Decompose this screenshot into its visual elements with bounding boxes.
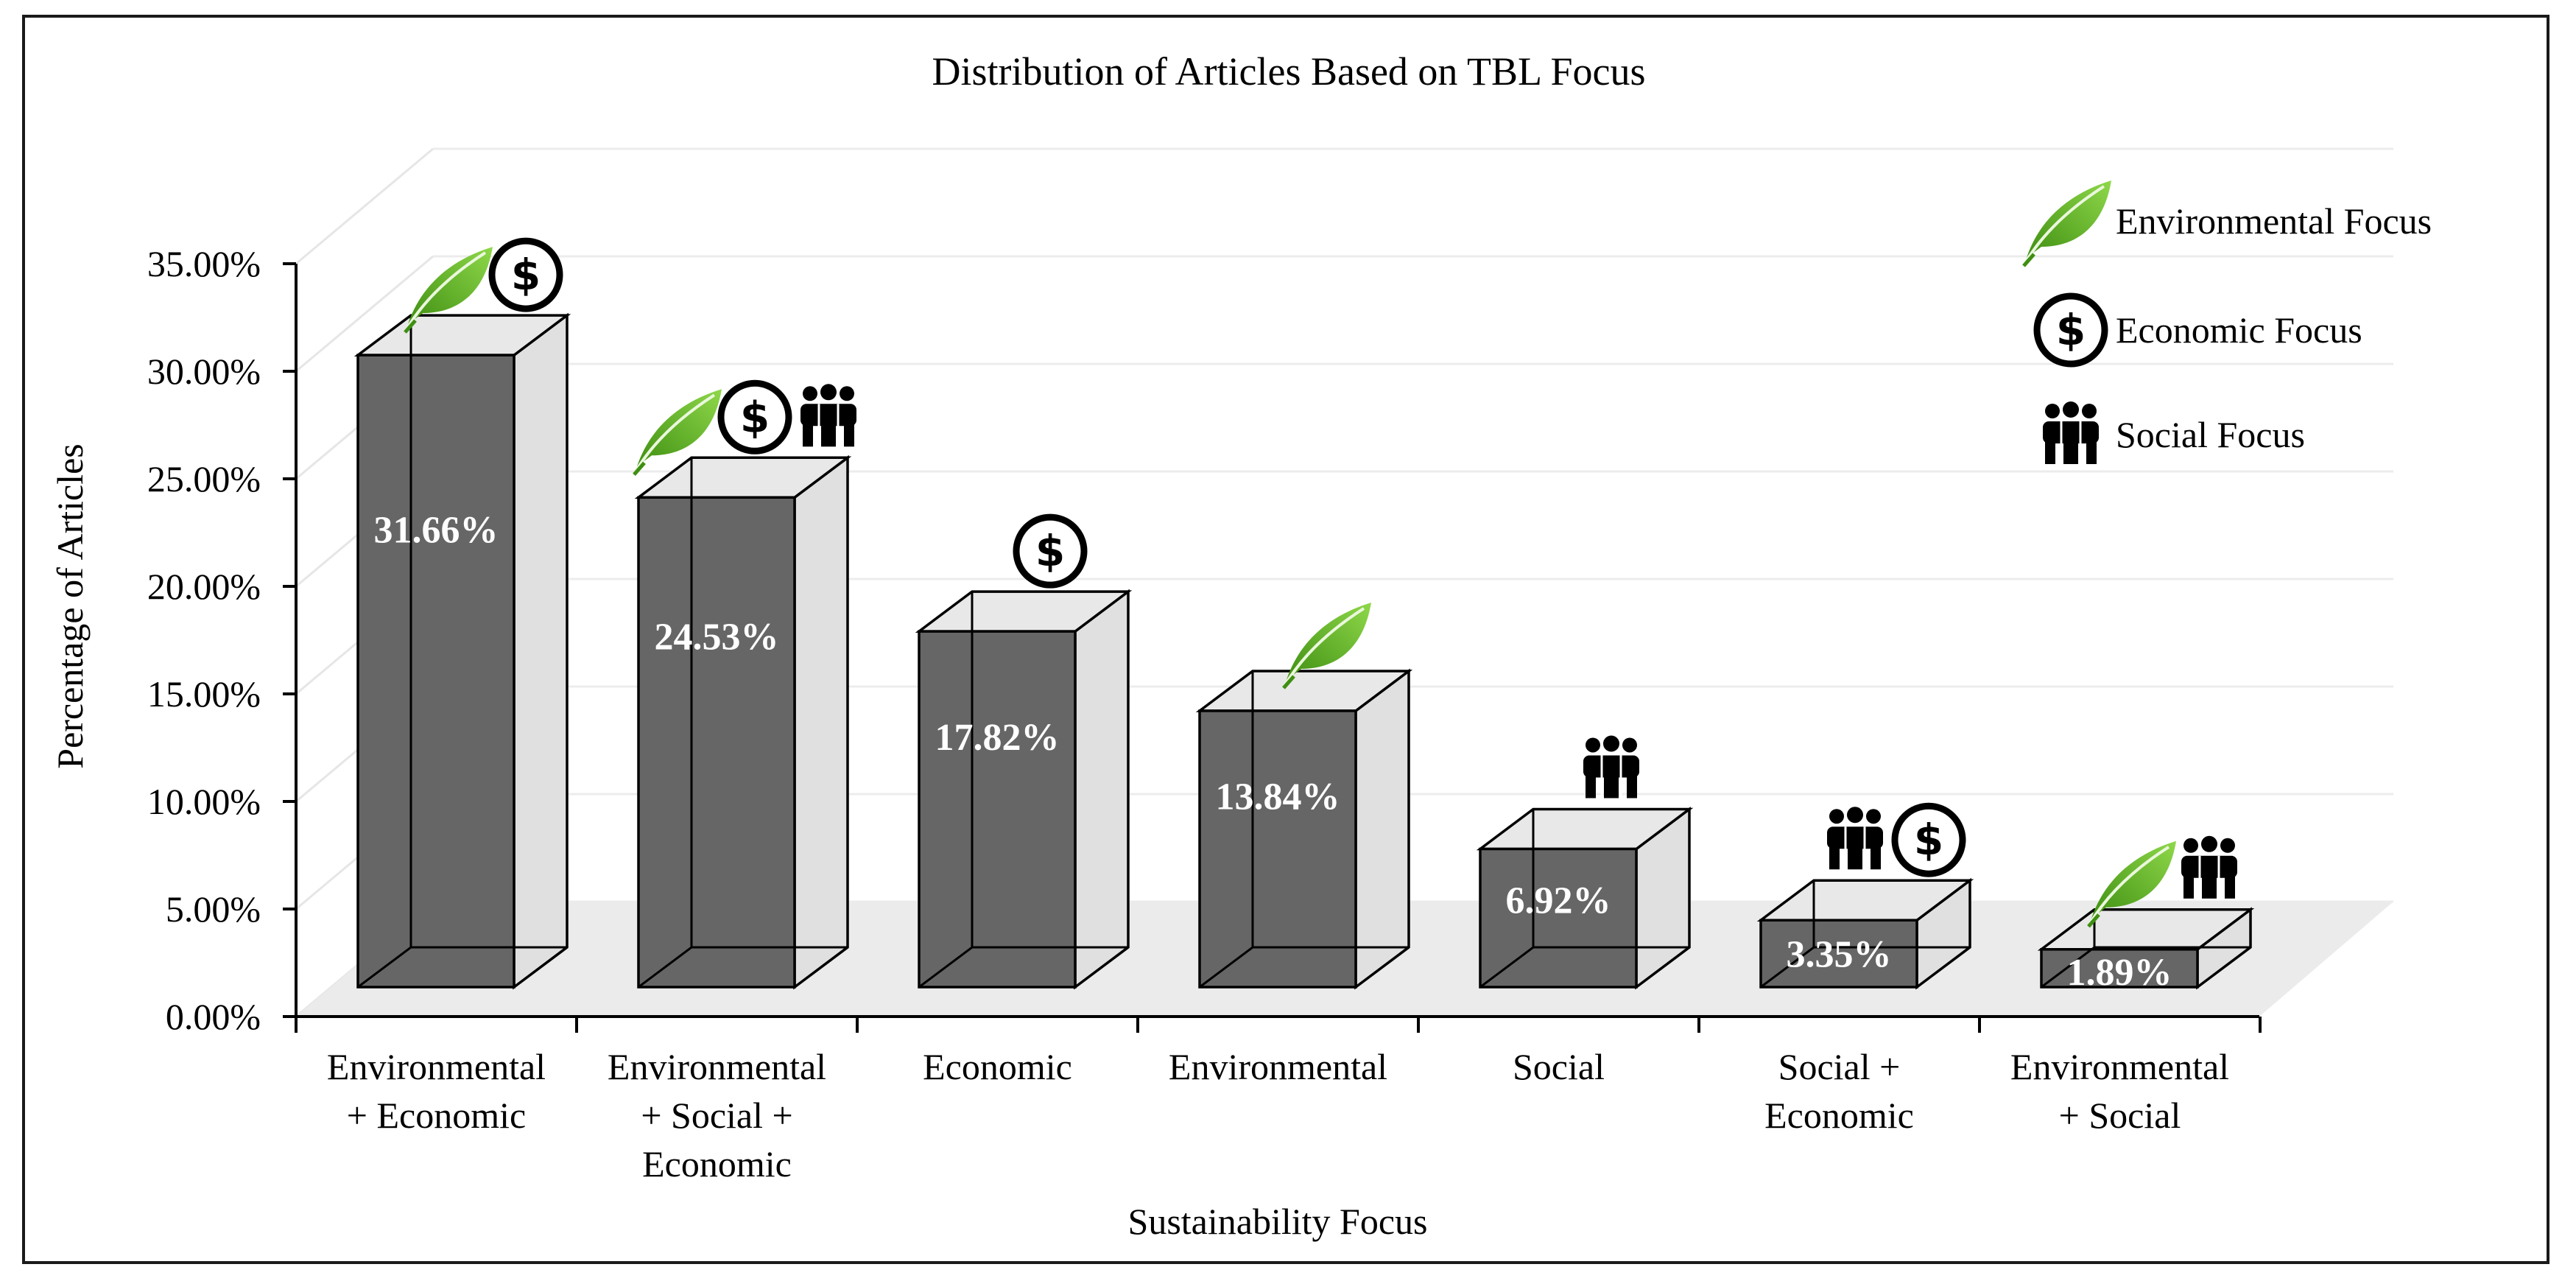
- x-axis-label: Sustainability Focus: [1128, 1201, 1428, 1242]
- category-label: Social + Economic: [1764, 1046, 1914, 1136]
- dollar-icon: [2037, 296, 2105, 364]
- bar: [1479, 847, 1638, 989]
- y-tick-label: 20.00%: [147, 566, 261, 607]
- bar-group: 17.82%: [915, 517, 1133, 990]
- bar: [1759, 919, 1918, 989]
- people-icon: [1582, 734, 1641, 799]
- bar-group: 3.35%: [1756, 805, 1974, 990]
- chart-title: Distribution of Articles Based on TBL Fo…: [932, 49, 1646, 94]
- bar-side: [513, 312, 569, 990]
- bar: [918, 630, 1077, 989]
- x-axis-categories: Environmental + Economic Environmental + So…: [327, 1046, 2229, 1185]
- y-tick-label: 30.00%: [147, 351, 261, 392]
- bar-group: 31.66%: [353, 241, 571, 990]
- grid-line-diagonal: [295, 255, 434, 373]
- y-axis-label: Percentage of Articles: [49, 443, 91, 768]
- dollar-icon: [492, 241, 560, 309]
- bar-side: [793, 455, 849, 990]
- bar-side: [1354, 668, 1410, 990]
- data-label: 31.66%: [374, 510, 499, 552]
- y-tick-label: 10.00%: [147, 781, 261, 822]
- category-label: Environmental + Economic: [327, 1046, 546, 1136]
- data-label: 1.89%: [2067, 952, 2172, 994]
- category-label: Environmental + Social: [2010, 1046, 2229, 1136]
- bar-group: 6.92%: [1476, 734, 1694, 990]
- legend-label: Economic Focus: [2116, 309, 2362, 351]
- grid-line-diagonal: [295, 147, 434, 265]
- dollar-icon: [721, 383, 789, 451]
- leaf-icon: [2024, 180, 2111, 266]
- data-label: 13.84%: [1216, 776, 1340, 818]
- people-icon: [2041, 400, 2100, 466]
- y-axis-ticks: 0.00% 5.00% 10.00% 15.00% 20.00% 25.00% 30.00%…: [147, 243, 296, 1037]
- y-tick-label: 15.00%: [147, 673, 261, 715]
- data-label: 24.53%: [655, 616, 779, 658]
- bar: [1198, 709, 1357, 989]
- bar: [356, 354, 515, 989]
- people-icon: [799, 382, 858, 448]
- bar-group: 1.89%: [2037, 835, 2255, 994]
- category-label: Economic: [923, 1046, 1072, 1087]
- people-icon: [1826, 805, 1885, 871]
- bar-side: [1074, 589, 1130, 990]
- legend-item: Economic Focus: [2037, 296, 2362, 364]
- axes: [295, 264, 2262, 1033]
- dollar-icon: [1016, 517, 1084, 585]
- category-label: Social: [1513, 1046, 1605, 1087]
- legend-label: Environmental Focus: [2116, 200, 2432, 242]
- data-label: 17.82%: [935, 717, 1060, 759]
- y-tick-label: 5.00%: [166, 888, 261, 930]
- legend-item: Environmental Focus: [2024, 180, 2432, 266]
- bar-group: 13.84%: [1195, 603, 1413, 990]
- bar: [637, 496, 796, 989]
- category-label: Environmental + Social + Economic: [608, 1046, 826, 1185]
- people-icon: [2180, 835, 2239, 900]
- y-tick-label: 0.00%: [166, 996, 261, 1037]
- legend-item: Social Focus: [2041, 400, 2305, 466]
- y-tick-label: 25.00%: [147, 458, 261, 499]
- bars: 31.66% 24.53% 17.82% 13.84% 6.92% 3.35% 1.89%: [353, 241, 2255, 994]
- bar-group: 24.53%: [634, 382, 858, 990]
- dollar-icon: [1895, 806, 1963, 874]
- data-label: 3.35%: [1787, 934, 1892, 976]
- category-label: Environmental: [1169, 1046, 1387, 1087]
- legend-label: Social Focus: [2116, 414, 2305, 455]
- legend: Environmental Focus Economic Focus Social …: [2024, 180, 2432, 466]
- data-label: 6.92%: [1506, 880, 1611, 922]
- y-tick-label: 35.00%: [147, 243, 261, 284]
